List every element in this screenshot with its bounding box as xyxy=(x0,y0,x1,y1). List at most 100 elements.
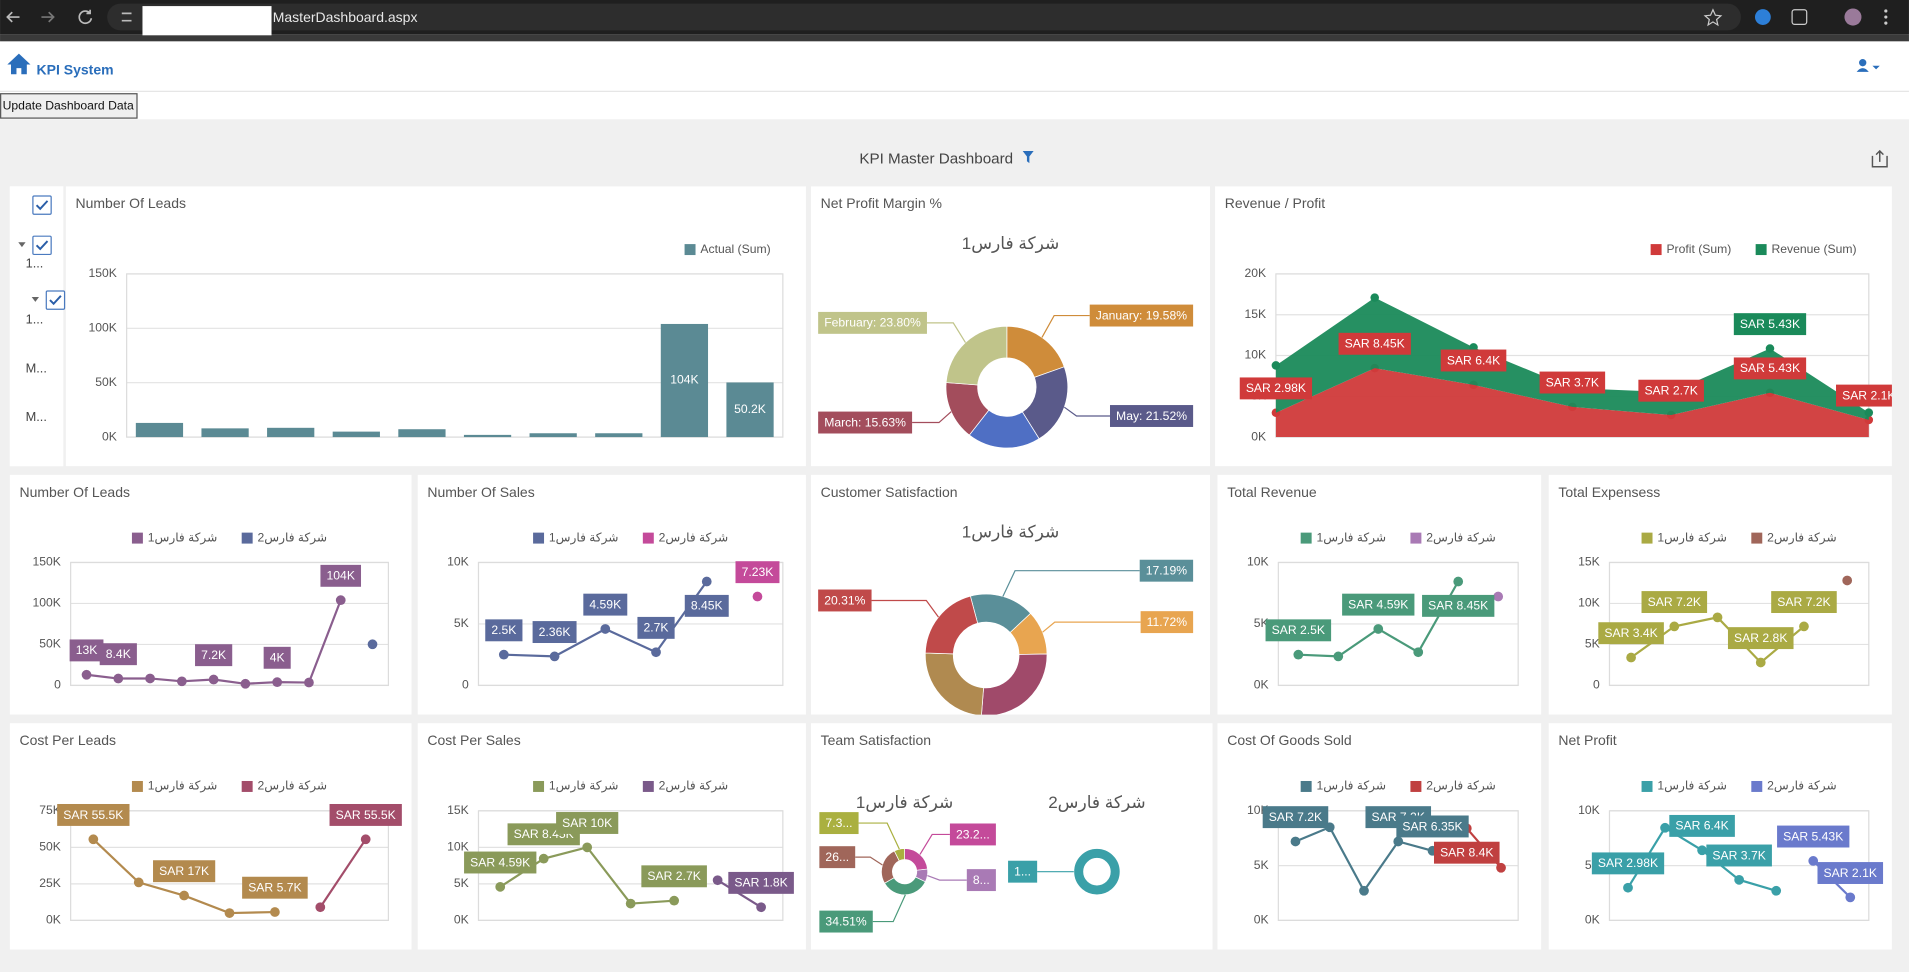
data-label-box xyxy=(1338,332,1411,355)
point xyxy=(1765,344,1775,353)
legend-swatch xyxy=(1641,532,1653,544)
checkbox[interactable] xyxy=(45,290,66,310)
menu-dot[interactable] xyxy=(1884,9,1888,13)
data-label-box xyxy=(1265,619,1332,642)
bookmark-icon[interactable] xyxy=(1703,8,1723,27)
reload-button[interactable] xyxy=(78,9,93,25)
menu-dot[interactable] xyxy=(1884,21,1888,25)
data-label-box xyxy=(556,812,619,834)
extensions-icon[interactable] xyxy=(1791,9,1808,25)
panel-title: Net Profit Margin % xyxy=(821,195,942,211)
point xyxy=(1734,874,1745,885)
checkbox[interactable] xyxy=(32,235,52,256)
data-label: SAR 3.7K xyxy=(1546,375,1599,389)
home-icon[interactable] xyxy=(7,53,31,75)
expand-arrow[interactable] xyxy=(18,242,26,248)
point xyxy=(88,834,99,845)
user-icon[interactable] xyxy=(1859,59,1867,67)
data-label: SAR 5.7K xyxy=(248,881,301,895)
point xyxy=(270,907,280,917)
filter-item[interactable]: 1... xyxy=(26,312,44,327)
leader-line xyxy=(927,875,967,881)
data-label-box xyxy=(819,812,859,835)
forward-button[interactable] xyxy=(41,11,55,23)
expand-arrow[interactable] xyxy=(31,297,39,302)
data-label-box xyxy=(153,860,216,883)
bar-label: 50.2K xyxy=(734,402,766,416)
point xyxy=(538,853,549,864)
plot-border xyxy=(70,561,390,687)
legend-label: شركة فارس2 xyxy=(659,779,729,794)
legend-label: شركة فارس2 xyxy=(1767,779,1837,794)
legend-label: شركة فارس2 xyxy=(1426,779,1496,794)
data-label-box xyxy=(818,589,872,612)
site-info-icon[interactable] xyxy=(121,12,132,22)
data-label: SAR 2.5K xyxy=(1272,623,1325,637)
filter-item[interactable]: 1... xyxy=(26,256,44,271)
panel-title: Team Satisfaction xyxy=(821,732,932,748)
user-caret[interactable] xyxy=(1872,65,1880,70)
panel xyxy=(810,723,1213,950)
filter-item[interactable]: M... xyxy=(26,360,47,375)
app-name[interactable]: KPI System xyxy=(37,61,114,77)
panel xyxy=(1217,723,1542,950)
data-label: March: 15.63% xyxy=(824,415,906,429)
y-tick-label: 0K xyxy=(1251,429,1266,443)
legend-label: شركة فارس2 xyxy=(258,779,328,794)
legend-label: شركة فارس2 xyxy=(258,530,328,545)
data-label: SAR 8.45K xyxy=(1345,337,1405,351)
y-tick-label: 5K xyxy=(454,616,469,630)
menu-dot[interactable] xyxy=(1884,15,1888,19)
y-tick-label: 5K xyxy=(1254,616,1269,630)
panel-title: Number Of Leads xyxy=(20,484,130,500)
data-label: 104K xyxy=(327,569,355,583)
leader-line xyxy=(1002,570,1140,597)
export-icon[interactable] xyxy=(1871,149,1888,168)
point xyxy=(1373,624,1384,634)
y-tick-label: 0K xyxy=(46,913,61,927)
data-label-box xyxy=(1733,357,1807,380)
point xyxy=(1453,576,1464,587)
legend-swatch xyxy=(1410,532,1422,544)
leader-line xyxy=(855,856,883,866)
panel-title: Revenue / Profit xyxy=(1225,195,1325,211)
data-label-box xyxy=(684,594,729,617)
y-tick-label: 5K xyxy=(1254,858,1269,872)
data-label-box xyxy=(485,619,523,642)
profile-avatar[interactable] xyxy=(1844,8,1862,26)
address-bar[interactable] xyxy=(107,3,1741,31)
data-label: February: 23.80% xyxy=(824,316,921,330)
edge-icon[interactable] xyxy=(1754,9,1771,25)
checkbox[interactable] xyxy=(32,195,52,215)
leader-line xyxy=(871,599,939,618)
y-tick-label: 50K xyxy=(39,637,61,651)
point xyxy=(752,591,763,602)
legend-label: شركة فارس1 xyxy=(1317,530,1387,545)
y-tick-label: 150K xyxy=(89,266,117,280)
data-label: SAR 6.4K xyxy=(1447,353,1500,367)
data-label-box xyxy=(1641,591,1708,614)
data-label-box xyxy=(1089,304,1194,327)
legend-swatch xyxy=(241,532,253,544)
data-label: 34.51% xyxy=(825,914,866,928)
data-label: SAR 6.4K xyxy=(1675,819,1728,833)
user-icon-body[interactable] xyxy=(1856,68,1869,72)
filter-icon[interactable] xyxy=(1022,150,1034,164)
url-text: MasterDashboard.aspx xyxy=(273,9,418,25)
point xyxy=(224,908,235,918)
data-label: 8... xyxy=(973,873,990,887)
filter-item[interactable]: M... xyxy=(26,409,47,424)
y-tick-label: 5K xyxy=(454,876,469,890)
back-button[interactable] xyxy=(6,11,20,23)
data-label-box xyxy=(1396,815,1469,838)
point xyxy=(360,834,371,845)
update-button[interactable] xyxy=(0,93,138,119)
legend-label: شركة فارس1 xyxy=(549,779,619,794)
point xyxy=(1623,882,1633,893)
y-tick-label: 10K xyxy=(1578,803,1600,817)
legend-swatch xyxy=(241,780,253,792)
update-button-label[interactable]: Update Dashboard Data xyxy=(3,99,134,113)
data-label-box xyxy=(1008,860,1038,883)
